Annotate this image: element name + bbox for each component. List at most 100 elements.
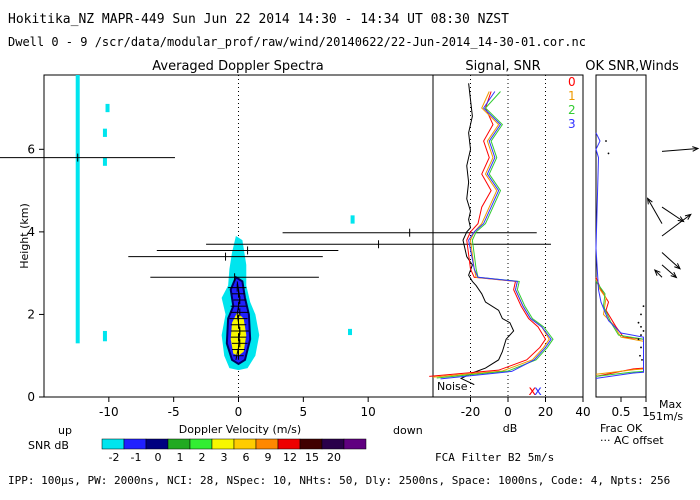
wind-vector [661,147,699,152]
max-value: 51m/s [649,410,683,423]
colorbar-tick-label: 0 [155,451,162,464]
spectra-up-label: up [58,424,72,437]
snr-title: Signal, SNR [465,59,540,74]
noise-marker: x [529,384,537,399]
header-line-2: Dwell 0 - 9 /scr/data/modular_prof/raw/w… [8,35,586,49]
colorbar-tick-label: -1 [131,451,142,464]
colorbar-swatch [255,438,279,450]
wind-vector [661,252,681,270]
spectra-xlabel: Doppler Velocity (m/s) [179,423,301,436]
colorbar-tick-label: 15 [305,451,319,464]
colorbar-swatch [277,438,301,450]
wind-vector-head [653,269,661,276]
x-tick-label: -20 [461,405,481,419]
frac-ok-line-frac_3 [595,132,644,379]
ac-offset-point [642,330,645,332]
snr-xlabel: dB [503,422,518,435]
colorbar-swatch [167,438,191,450]
spectra-title: Averaged Doppler Spectra [152,59,323,74]
noise-streak [75,75,80,344]
winds-xlabel: Frac OK [600,422,643,435]
x-tick-label: 1 [642,405,650,419]
legend-entry: 3 [568,117,576,131]
ac-offset-point [607,152,610,155]
frac-ok-line-frac_0 [595,277,644,377]
wind-vector-head [677,216,685,223]
wind-vector [647,198,663,224]
colorbar-swatch [343,438,367,450]
ac-offset-label: ··· AC offset [600,434,664,447]
colorbar: -2 -1 0 1 2 3 6 9 12 15 20 [101,438,367,464]
noise-streak [102,330,107,342]
winds-layer: 0.5 1 [595,132,700,419]
wind-vector-head [684,213,692,220]
y-tick-label: 4 [27,225,35,239]
footer-params: IPP: 100µs, PW: 2000ns, NCI: 28, NSpec: … [8,474,670,487]
x-tick-label: -10 [99,405,119,419]
colorbar-swatch [233,438,257,450]
noise-marker: x [534,384,542,399]
y-tick-label: 2 [27,307,35,321]
spectra-ylabel: Height (km) [18,203,31,269]
colorbar-tick-label: 2 [199,451,206,464]
ac-offset-point [640,325,642,328]
ac-offset-point [640,334,642,336]
x-tick-label: 40 [575,405,590,419]
series-line-snr_2 [436,91,554,379]
spectra-down-label: down [393,424,423,437]
ac-offset-point [640,346,642,349]
noise-streak [350,215,355,224]
ac-offset-point [642,305,645,308]
x-tick-label: 20 [538,405,553,419]
noise-streak [102,157,107,166]
winds-title: OK SNR,Winds [585,59,679,74]
frac-ok-line-frac_2 [595,281,644,377]
x-tick-label: 5 [300,405,308,419]
max-label: Max [659,398,682,411]
noise-streak [105,103,110,113]
header-line-1: Hokitika_NZ MAPR-449 Sun Jun 22 2014 14:… [8,12,509,27]
x-tick-label: 10 [361,405,376,419]
frac-ok-line-frac_1 [595,279,644,375]
colorbar-label: SNR dB [28,439,69,452]
x-tick-label: -5 [168,405,180,419]
colorbar-tick-label: 6 [243,451,250,464]
colorbar-swatch [321,438,345,450]
colorbar-swatch [101,438,125,450]
noise-label: Noise [437,380,468,393]
x-tick-label: 0 [504,405,512,419]
ac-offset-point [641,358,643,361]
colorbar-swatch [189,438,213,450]
legend-entry: 2 [568,103,576,117]
filter-note: FCA Filter B2 5m/s [435,451,554,464]
ac-offset-point [640,313,642,316]
ac-offset-point [637,321,640,324]
wind-vector [661,206,684,222]
series-line-snr_1 [432,91,550,378]
series-line-snr_0 [429,91,547,377]
colorbar-tick-label: 1 [177,451,184,464]
colorbar-swatch [299,438,323,450]
wind-vector-head [674,263,681,270]
noise-streak [348,328,353,336]
winds-frame [595,74,647,398]
legend-entry: 0 [568,75,576,89]
x-tick-label: 0 [235,405,243,419]
noise-streak [102,128,107,137]
spectra-layer: -10 -5 0 5 10 0 2 4 6 [0,75,551,419]
series-line-snr_3 [440,91,552,380]
wind-vector [661,213,692,237]
colorbar-tick-label: 9 [265,451,272,464]
y-tick-label: 0 [27,390,35,404]
colorbar-swatch [145,438,169,450]
colorbar-tick-label: 12 [283,451,297,464]
wind-vector [654,269,663,278]
colorbar-tick-label: 3 [221,451,228,464]
colorbar-tick-label: -2 [109,451,120,464]
legend-entry: 1 [568,89,576,103]
series-line-signal [459,83,515,386]
ac-offset-point [605,140,607,142]
y-tick-label: 6 [27,142,35,156]
